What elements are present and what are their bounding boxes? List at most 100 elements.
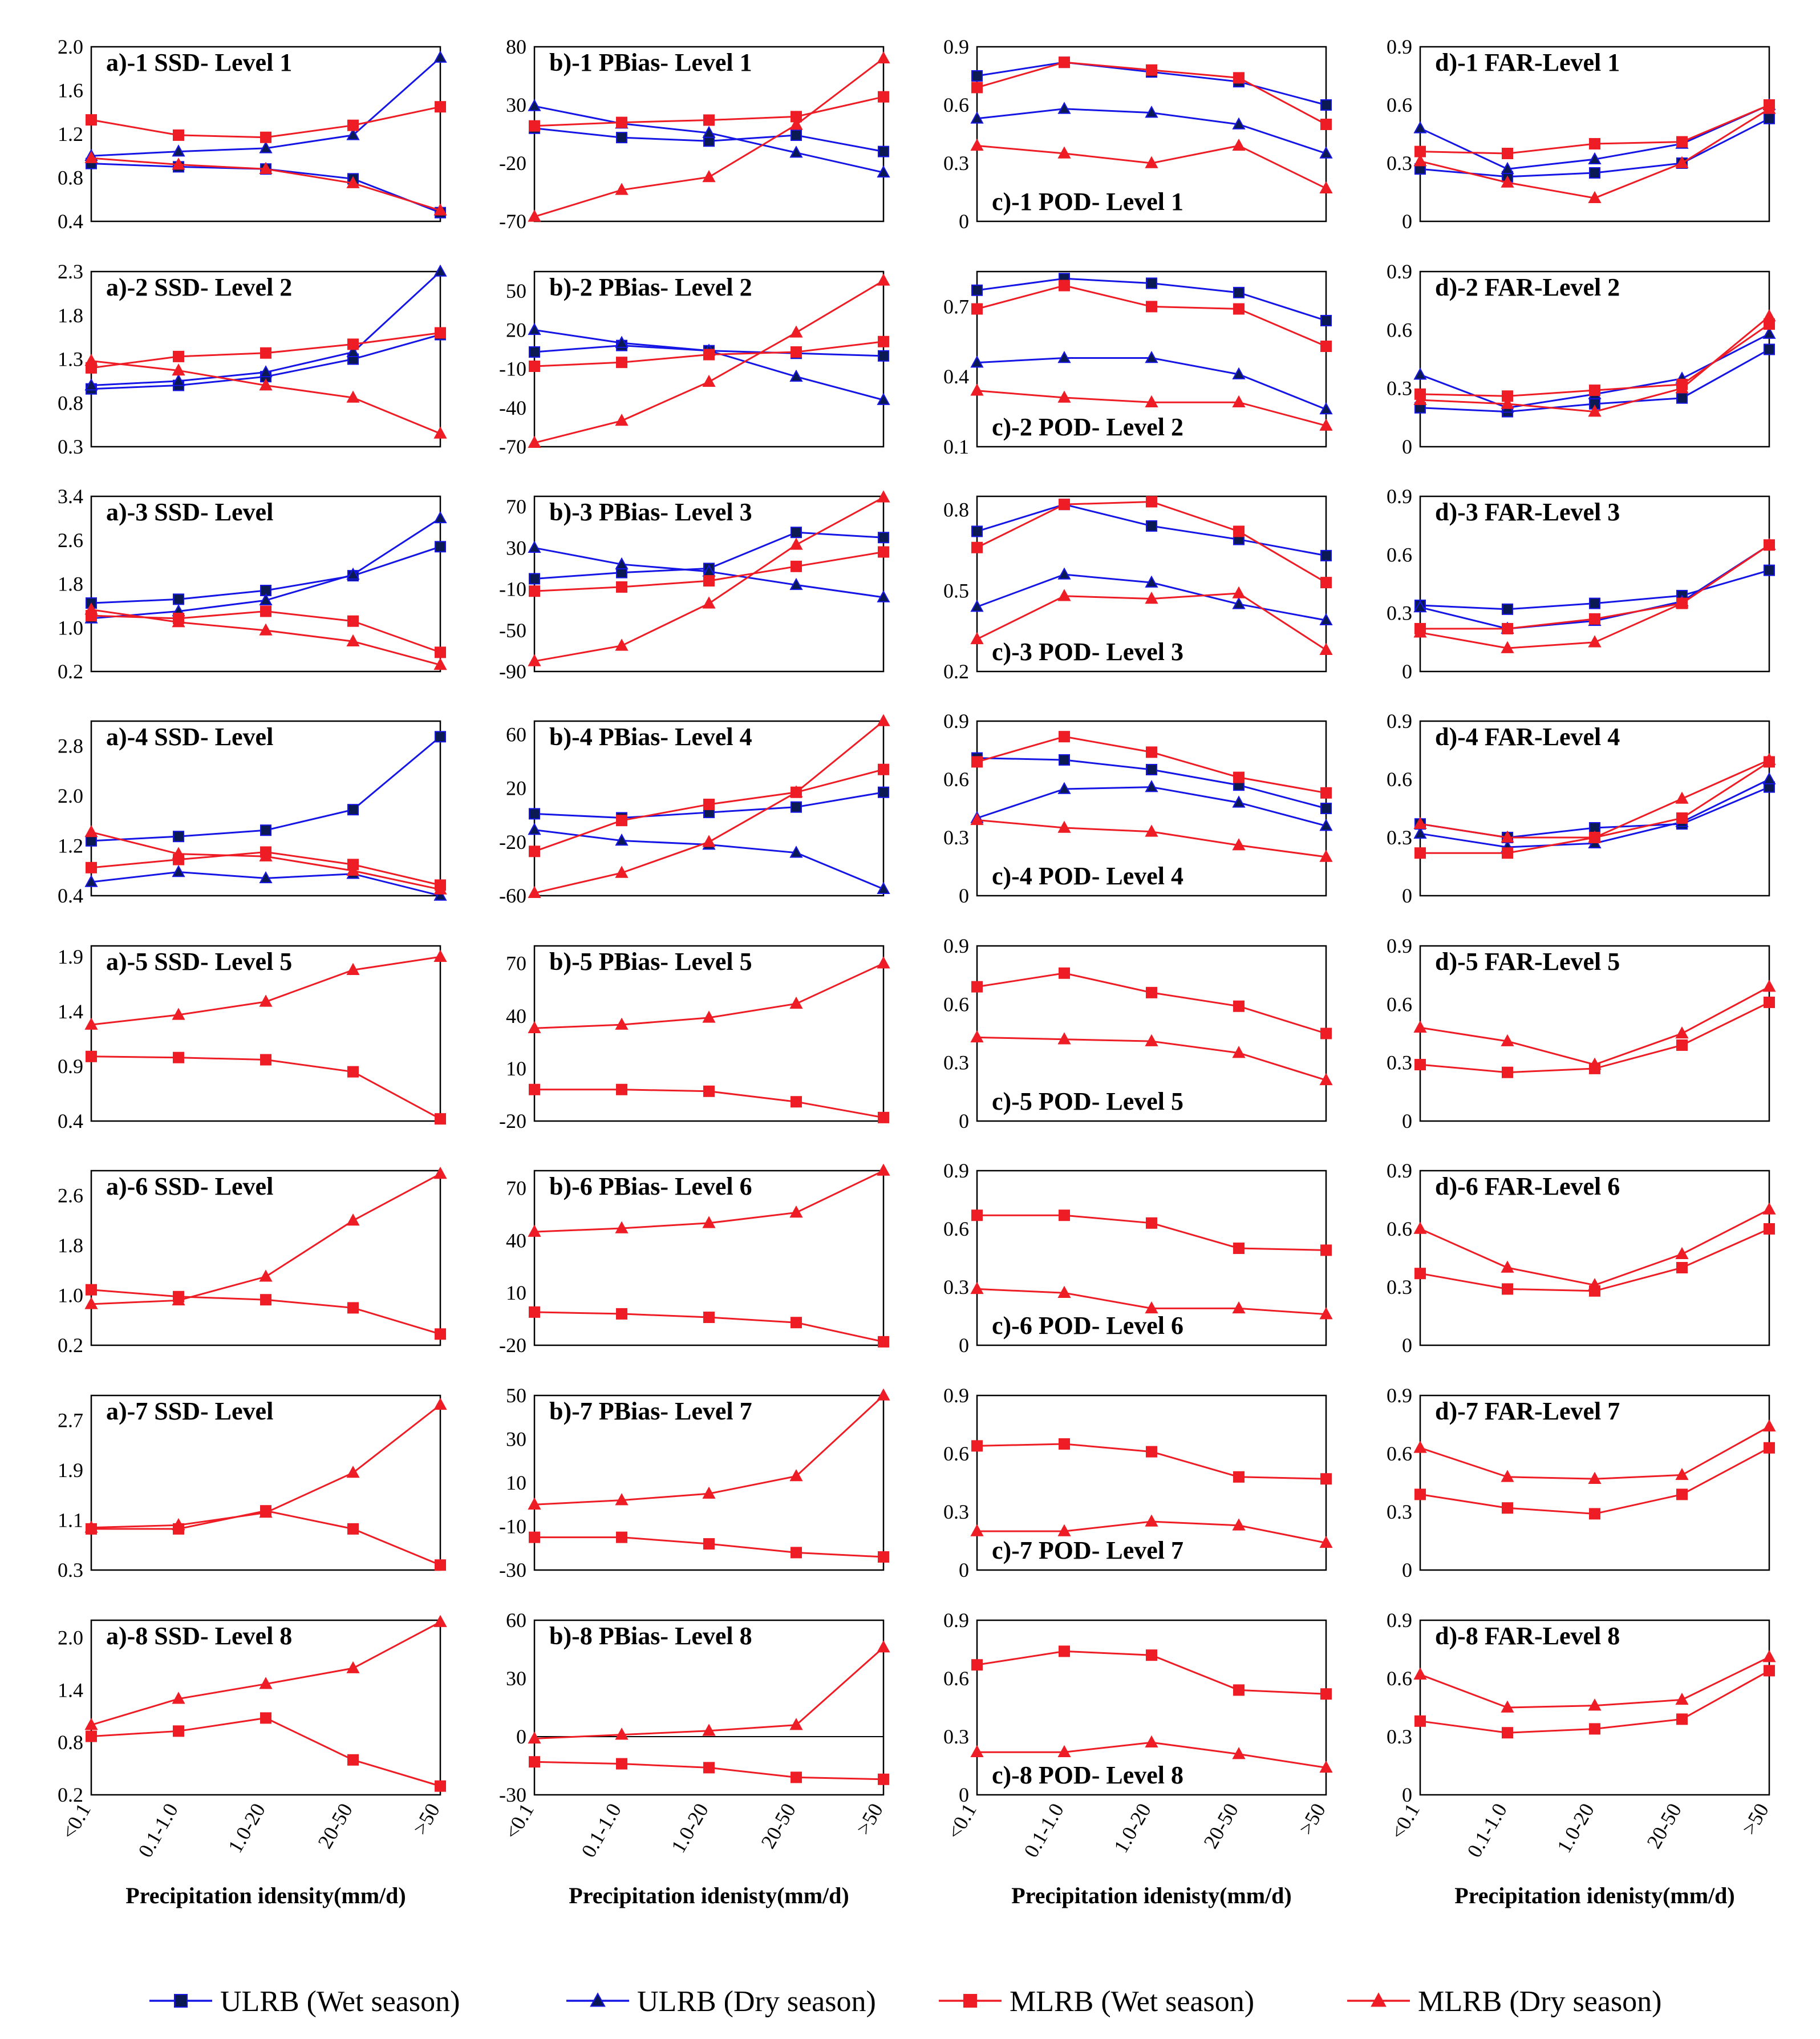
y-tick-label: 0.9 xyxy=(1387,485,1412,508)
data-point xyxy=(1233,286,1245,298)
series-mlrb-dry-season xyxy=(528,714,890,899)
y-tick-label: 0 xyxy=(1402,1110,1412,1132)
data-point xyxy=(1319,1073,1333,1086)
data-point xyxy=(172,1518,185,1531)
data-point xyxy=(878,763,889,775)
series-ulrb-dry-season xyxy=(84,50,447,161)
series-mlrb-dry-season xyxy=(970,1281,1333,1320)
data-point xyxy=(1059,754,1070,766)
data-point xyxy=(789,996,803,1009)
data-point xyxy=(789,785,803,798)
chart-panel-b-6: 70 40 10 -20 b)-6 PBias- Level 6 xyxy=(499,1163,890,1357)
y-tick-label: 2.8 xyxy=(58,735,83,758)
data-point xyxy=(346,128,360,140)
data-point xyxy=(877,956,890,969)
data-point xyxy=(970,138,984,151)
data-point xyxy=(529,361,540,373)
legend-label: MLRB (Wet season) xyxy=(1010,1985,1254,2018)
chart-panel-c-4: 0.9 0.6 0.3 0 c)-4 POD- Level 4 xyxy=(943,710,1333,907)
data-point xyxy=(84,354,98,366)
data-point xyxy=(1059,1645,1070,1657)
series-mlrb-dry-season xyxy=(84,1167,447,1309)
data-point xyxy=(615,414,629,426)
panel-title: a)-6 SSD- Level xyxy=(106,1172,273,1200)
data-point xyxy=(615,335,629,348)
data-point xyxy=(1059,1209,1070,1221)
y-tick-label: 0.1 xyxy=(943,435,969,458)
data-point xyxy=(1413,826,1427,839)
data-point xyxy=(1146,764,1157,775)
series-mlrb-dry-season xyxy=(528,51,890,222)
data-point xyxy=(615,557,629,569)
data-point xyxy=(1233,525,1245,537)
y-tick-label: 0.9 xyxy=(1387,934,1412,957)
panel-title: d)-2 FAR-Level 2 xyxy=(1435,273,1620,301)
data-point xyxy=(529,573,540,585)
y-tick-label: 1.3 xyxy=(58,348,83,371)
chart-panel-d-4: 0.9 0.6 0.3 0 d)-4 FAR-Level 4 xyxy=(1387,710,1776,907)
data-point xyxy=(1319,1760,1333,1773)
data-point xyxy=(1501,161,1514,174)
data-point xyxy=(528,1731,541,1744)
y-tick-label: 0.3 xyxy=(943,152,969,175)
y-tick-label: 70 xyxy=(506,1177,526,1200)
y-tick-label: -50 xyxy=(499,619,526,642)
data-point xyxy=(1146,301,1157,313)
data-point xyxy=(172,1008,185,1020)
data-point xyxy=(1059,280,1070,292)
panel-title: d)-1 FAR-Level 1 xyxy=(1435,48,1620,76)
panel-title: d)-8 FAR-Level 8 xyxy=(1435,1622,1620,1650)
data-point xyxy=(789,577,803,590)
legend-item-ulrb-dry-season: ULRB (Dry season) xyxy=(566,1985,876,2018)
data-point xyxy=(877,1163,890,1176)
x-axis-titles: Precipitation idensity(mm/d) Precipitatio… xyxy=(125,1883,1734,1908)
data-point xyxy=(529,1306,540,1318)
chart-panel-a-3: 3.4 2.6 1.8 1.0 0.2 a)-3 SSD- Level xyxy=(58,485,447,683)
data-point xyxy=(616,116,627,128)
data-point xyxy=(528,885,541,899)
data-point xyxy=(1232,117,1246,130)
data-point xyxy=(971,303,983,315)
y-tick-label: 2.7 xyxy=(58,1409,83,1432)
data-point xyxy=(1764,564,1775,576)
data-point xyxy=(789,1469,803,1482)
panel-title: a)-8 SSD- Level 8 xyxy=(106,1622,292,1650)
data-point xyxy=(1676,1713,1688,1725)
data-point xyxy=(1764,1442,1775,1454)
data-point xyxy=(616,815,627,827)
data-point xyxy=(1057,146,1071,159)
data-point xyxy=(260,824,271,836)
data-point xyxy=(971,1659,983,1671)
panel-title: b)-1 PBias- Level 1 xyxy=(549,48,752,76)
series-mlrb-dry-season xyxy=(528,1163,890,1237)
y-tick-label: 0 xyxy=(1402,435,1412,458)
y-tick-label: 40 xyxy=(506,1229,526,1252)
data-point xyxy=(1057,1524,1071,1536)
data-point xyxy=(1501,1260,1514,1273)
data-point xyxy=(878,532,889,544)
y-tick-label: 0.9 xyxy=(943,1159,969,1182)
data-point xyxy=(260,131,271,143)
data-point xyxy=(1501,830,1514,843)
data-point xyxy=(1762,1650,1776,1662)
chart-panel-a-7: 2.7 1.9 1.1 0.3 a)-7 SSD- Level xyxy=(58,1394,447,1581)
data-point xyxy=(1320,1688,1332,1700)
data-point xyxy=(1589,613,1600,625)
data-point xyxy=(1146,496,1157,508)
data-point xyxy=(259,871,273,884)
y-tick-label: 0.9 xyxy=(1387,1384,1412,1407)
y-tick-label: -40 xyxy=(499,397,526,419)
series-mlrb-dry-season xyxy=(528,1388,890,1510)
data-point xyxy=(1319,418,1333,431)
data-point xyxy=(1501,397,1514,409)
data-point xyxy=(1232,395,1246,407)
panel-title: c)-4 POD- Level 4 xyxy=(992,862,1183,890)
data-point xyxy=(878,1336,889,1348)
data-point xyxy=(616,1531,627,1543)
y-tick-label: 0 xyxy=(1402,884,1412,907)
series-mlrb-wet-season xyxy=(971,1438,1332,1485)
y-tick-label: 1.8 xyxy=(58,304,83,327)
y-tick-label: 20 xyxy=(506,777,526,800)
data-point xyxy=(1057,351,1071,363)
series-mlrb-wet-season xyxy=(86,327,446,374)
